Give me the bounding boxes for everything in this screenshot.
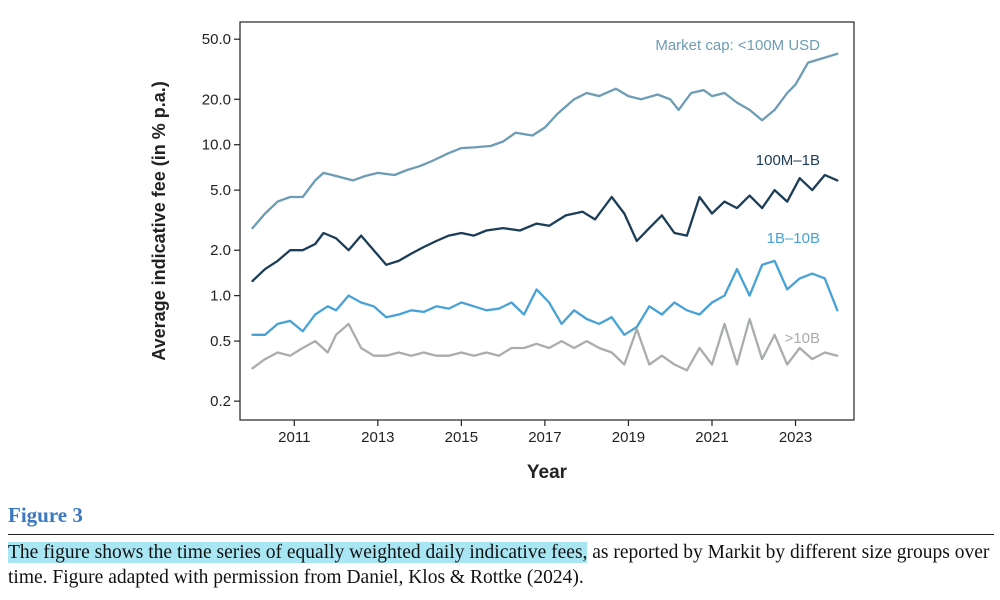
x-tick-label: 2017 [528,429,561,446]
x-tick-label: 2021 [695,429,728,446]
plot-frame [239,21,855,421]
series-label-market-cap-100m-usd: Market cap: <100M USD [655,37,820,54]
y-tick-label: 20.0 [202,91,231,108]
y-axis: 0.2 0.5 1.0 2.0 5.0 10.0 20.0 50.0 [202,31,240,410]
y-tick-label: 10.0 [202,137,231,154]
series-line-market-cap-100m-usd [251,52,839,230]
figure-label: Figure 3 [8,503,83,527]
caption-highlight: The figure shows the time series of equa… [8,542,588,563]
series-label-100m-1b: 100M–1B [756,152,820,169]
x-tick-label: 2011 [278,429,310,446]
series-labels: Market cap: <100M USD 100M–1B 1B–10B >10B [655,37,820,347]
series-label-1b-10b: 1B–10B [767,230,820,247]
y-axis-title: Average indicative fee (in % p.a.) [149,81,169,360]
x-axis-title: Year [527,462,568,483]
series-layer [251,52,839,372]
x-tick-label: 2023 [779,429,812,446]
y-tick-label: 1.0 [210,288,231,305]
x-tick-label: 2013 [361,429,394,446]
y-tick-label: 0.2 [210,393,231,410]
caption-rule [8,534,994,535]
x-tick-label: 2015 [445,429,478,446]
y-tick-label: 50.0 [202,31,231,48]
series-line-1b-10b [251,259,839,336]
figure-caption-block: Figure 3 The figure shows the time serie… [8,503,994,590]
caption-rest: as reported by Markit by different size … [8,542,990,588]
y-tick-label: 2.0 [210,242,231,259]
figure-caption: The figure shows the time series of equa… [8,540,994,590]
y-tick-label: 5.0 [210,182,231,199]
series-line-100m-1b [251,173,839,283]
y-tick-label: 0.5 [210,333,231,350]
x-axis: 2011 2013 2015 2017 2019 2021 2023 [278,420,812,446]
chart: 0.2 0.5 1.0 2.0 5.0 10.0 20.0 50.0 2011 2013 2015… [149,21,855,483]
series-label-10b: >10B [785,330,820,347]
series-line-10b [251,317,839,372]
x-tick-label: 2019 [612,429,645,446]
